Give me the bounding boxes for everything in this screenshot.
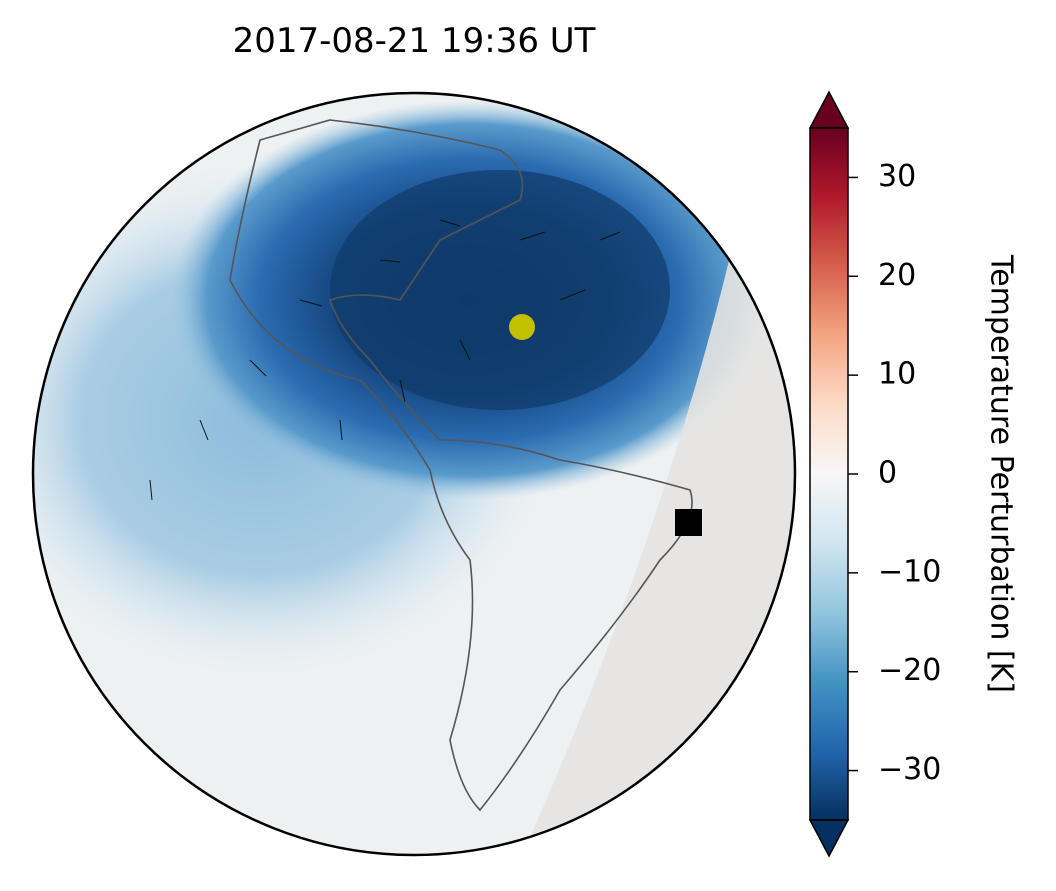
- colorbar-label: Temperature Perturbation [K]: [984, 254, 1019, 693]
- colorbar-tick-label: 10: [878, 357, 916, 392]
- wind-vectors: [149, 219, 621, 501]
- colorbar-tick-label: 0: [878, 456, 897, 491]
- colorbar-tick-label: 30: [878, 159, 916, 194]
- colorbar-tick-label: −10: [878, 554, 941, 589]
- colorbar-tick-label: −30: [878, 752, 941, 787]
- title: 2017-08-21 19:36 UT: [233, 21, 596, 61]
- globe: [33, 93, 795, 855]
- colorbar: [808, 90, 850, 858]
- station-marker: [675, 509, 702, 536]
- colorbar-tick-label: −20: [878, 653, 941, 688]
- subsolar-marker: [509, 314, 535, 340]
- globe-outline: [31, 91, 797, 857]
- colorbar-tick-label: 20: [878, 258, 916, 293]
